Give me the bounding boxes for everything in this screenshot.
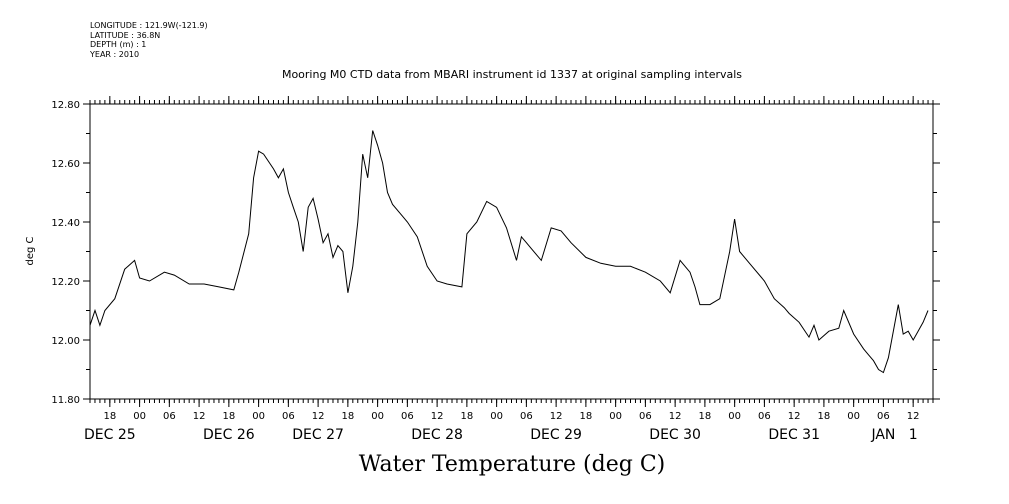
x-date-label: DEC 27 [292, 427, 344, 443]
x-axis-title: Water Temperature (deg C) [358, 452, 666, 477]
y-tick-label: 12.40 [51, 218, 80, 229]
x-hour-label: 00 [609, 411, 622, 422]
x-hour-label: 00 [728, 411, 741, 422]
x-hour-label: 00 [490, 411, 503, 422]
x-hour-label: 12 [312, 411, 325, 422]
x-hour-label: 18 [580, 411, 593, 422]
plot-frame [89, 103, 934, 400]
x-hour-label: 00 [847, 411, 860, 422]
x-hour-label: 12 [193, 411, 206, 422]
y-tick-label: 12.80 [51, 100, 80, 111]
x-axis: 18 00 06 12 18 00 06 12 18 00 06 12 18 00 06 12 18 00 06 12… [84, 96, 934, 443]
x-hour-label: 06 [163, 411, 176, 422]
x-hour-label: 18 [818, 411, 831, 422]
x-date-label: DEC 29 [530, 427, 582, 443]
x-hour-label: 06 [520, 411, 533, 422]
x-hour-label: 12 [788, 411, 801, 422]
latitude-label: LATITUDE : 36.8N [90, 30, 161, 40]
y-tick-label: 12.00 [51, 336, 80, 347]
x-hour-label: 18 [699, 411, 712, 422]
x-hour-label: 12 [669, 411, 682, 422]
y-tick-label: 11.80 [51, 395, 80, 406]
x-date-label: DEC 25 [84, 427, 136, 443]
x-date-label: DEC 28 [411, 427, 463, 443]
x-hour-label: 18 [222, 411, 235, 422]
x-date-label: 1 [909, 427, 918, 443]
temperature-series-line [89, 130, 929, 374]
depth-label: DEPTH (m) : 1 [90, 40, 147, 50]
x-hour-label: 06 [877, 411, 890, 422]
x-hour-label: 06 [639, 411, 652, 422]
x-hour-label: 06 [401, 411, 414, 422]
x-hour-label: 18 [461, 411, 474, 422]
x-hour-label: 06 [282, 411, 295, 422]
y-axis-title: deg C [25, 236, 36, 265]
x-hour-label: 18 [103, 411, 116, 422]
x-hour-label: 00 [252, 411, 265, 422]
chart-title: Mooring M0 CTD data from MBARI instrumen… [281, 68, 743, 81]
x-date-label: JAN [870, 427, 895, 443]
year-label: YEAR : 2010 [90, 49, 140, 59]
x-hour-label: 18 [341, 411, 354, 422]
x-hour-label: 06 [758, 411, 771, 422]
x-hour-label: 00 [371, 411, 384, 422]
metadata-header: LONGITUDE : 121.9W(-121.9) LATITUDE : 36… [90, 21, 208, 59]
longitude-label: LONGITUDE : 121.9W(-121.9) [90, 21, 208, 30]
y-tick-label: 12.60 [51, 159, 80, 170]
y-tick-label: 12.20 [51, 277, 80, 288]
y-axis: 11.80 12.00 12.20 12.40 12.60 12.80 [51, 100, 940, 406]
x-date-label: DEC 30 [649, 427, 701, 443]
x-hour-label: 12 [431, 411, 444, 422]
x-date-label: DEC 26 [203, 427, 255, 443]
x-hour-label: 00 [133, 411, 146, 422]
x-hour-label: 12 [550, 411, 563, 422]
x-date-label: DEC 31 [768, 427, 820, 443]
x-hour-label: 12 [907, 411, 920, 422]
